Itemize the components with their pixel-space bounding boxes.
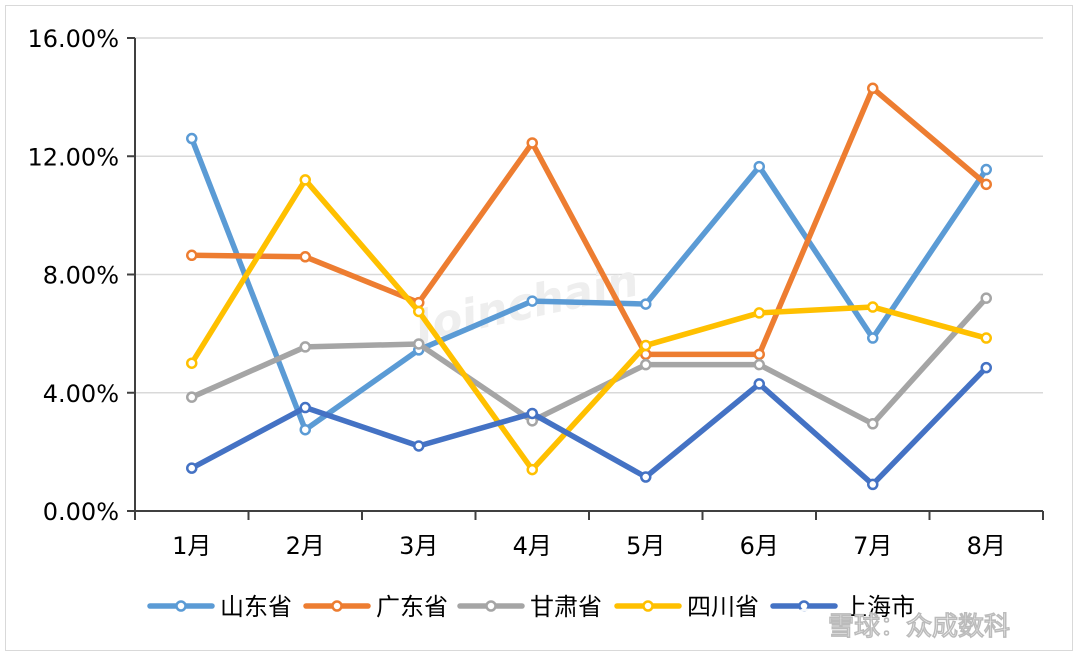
data-point — [299, 341, 311, 353]
data-point — [867, 301, 879, 313]
x-tick-label: 8月 — [967, 532, 1006, 560]
data-point — [186, 249, 198, 262]
data-point — [753, 378, 765, 390]
y-tick-label: 0.00% — [43, 498, 119, 526]
data-point — [867, 478, 879, 491]
data-point — [186, 132, 198, 145]
legend: 山东省 广东省 甘肃省 四川省 上海市 — [147, 593, 915, 621]
legend-item: 广东省 — [303, 593, 448, 621]
y-tick-label: 16.00% — [27, 25, 119, 53]
legend-marker — [485, 600, 497, 612]
y-tick-label: 8.00% — [43, 262, 119, 290]
data-point — [186, 391, 198, 403]
x-tick-label: 4月 — [513, 532, 552, 560]
data-point — [186, 357, 198, 369]
data-point — [413, 305, 425, 318]
series-甘肃省 — [186, 292, 992, 430]
series-line — [189, 177, 989, 473]
legend-item: 上海市 — [770, 593, 915, 621]
legend-marker — [175, 600, 187, 612]
data-point — [753, 348, 765, 361]
watermark-group: 雪球：众成数科 — [789, 608, 1010, 642]
data-point — [640, 471, 652, 483]
data-point — [753, 160, 765, 173]
watermark-text: 雪球：众成数科 — [828, 612, 1010, 642]
data-point — [526, 463, 538, 476]
snowball-logo-icon — [789, 608, 823, 642]
legend-label: 四川省 — [687, 593, 759, 621]
legend-label: 广东省 — [376, 593, 448, 621]
x-tick-label: 5月 — [626, 532, 665, 560]
data-point — [980, 178, 992, 191]
x-tick-label: 2月 — [286, 532, 325, 560]
data-point — [186, 462, 198, 474]
legend-item: 四川省 — [614, 593, 759, 621]
x-tick-label: 3月 — [399, 532, 438, 560]
snowball-logo-mark — [796, 619, 816, 631]
series-line — [189, 295, 989, 427]
data-point — [299, 251, 311, 263]
watermark: 雪球：众成数科 — [789, 608, 1010, 642]
data-point — [980, 292, 992, 304]
data-point — [526, 137, 538, 149]
legend-marker — [331, 600, 343, 612]
data-point — [980, 361, 992, 374]
data-point — [640, 298, 652, 310]
data-point — [753, 358, 765, 371]
legend-item: 甘肃省 — [457, 593, 602, 621]
data-point — [980, 163, 992, 176]
data-point — [753, 307, 765, 319]
data-point — [299, 174, 311, 186]
data-point — [867, 418, 879, 430]
data-point — [413, 440, 425, 452]
y-tick-label: 4.00% — [43, 380, 119, 408]
data-point — [299, 423, 311, 436]
chart-frame — [5, 5, 1073, 651]
legend-marker — [642, 600, 654, 612]
series-line — [189, 85, 989, 358]
series-上海市 — [186, 361, 992, 491]
data-point — [640, 339, 652, 352]
legend-label: 上海市 — [843, 593, 915, 621]
x-tick-label: 7月 — [853, 532, 892, 560]
data-point — [980, 332, 992, 344]
series-lines — [186, 82, 992, 491]
y-tick-label: 12.00% — [27, 143, 119, 171]
x-tick-label: 1月 — [172, 532, 211, 560]
series-广东省 — [186, 82, 992, 361]
data-point — [299, 401, 311, 414]
legend-item: 山东省 — [147, 593, 292, 621]
axes: 0.00% 4.00% 8.00% 12.00% 16.00% 1月 2月 3月 4月 5月 6月 7… — [27, 25, 1044, 560]
legend-label: 山东省 — [220, 593, 292, 621]
series-四川省 — [186, 174, 992, 476]
x-tick-label: 6月 — [740, 532, 779, 560]
data-point — [526, 295, 538, 307]
series-line — [189, 364, 989, 488]
legend-label: 甘肃省 — [530, 593, 602, 621]
data-point — [867, 82, 879, 95]
data-point — [640, 358, 652, 371]
data-point — [526, 407, 538, 420]
data-point — [413, 338, 425, 350]
data-point — [867, 332, 879, 344]
